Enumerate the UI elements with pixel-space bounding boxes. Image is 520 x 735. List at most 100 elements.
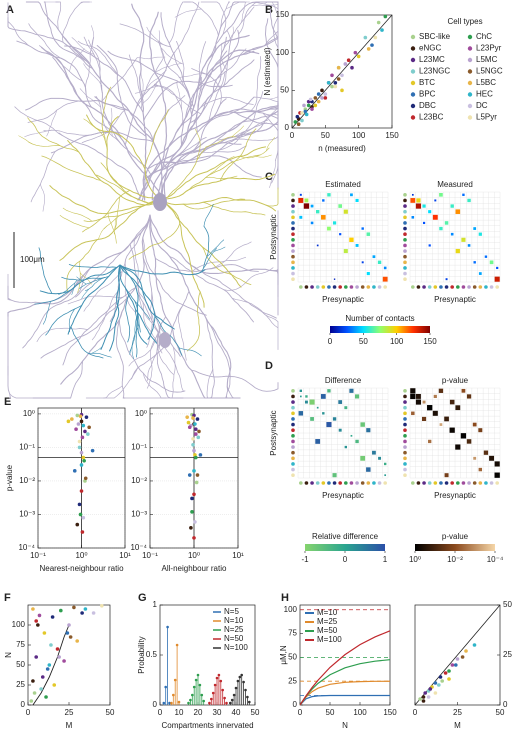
data-point <box>47 663 52 667</box>
neurite <box>160 12 193 116</box>
matrix-cell <box>366 232 371 236</box>
row-marker <box>291 417 295 421</box>
data-point <box>433 691 438 695</box>
legend-title: Cell types <box>447 17 482 26</box>
neurite <box>95 95 122 145</box>
x-tick-label: 50 <box>106 708 115 717</box>
data-point <box>336 65 341 70</box>
row-marker <box>291 238 295 242</box>
neurite <box>83 271 123 312</box>
legend-label: M=100 <box>317 635 342 644</box>
neurite <box>159 199 205 308</box>
data-point <box>100 604 104 608</box>
column-marker <box>377 481 382 485</box>
data-point <box>76 422 81 426</box>
neurite <box>71 37 95 55</box>
neurite <box>176 81 182 110</box>
column-marker <box>344 481 348 485</box>
matrix-cell <box>303 203 310 209</box>
y-tick-label: 50 <box>16 660 25 669</box>
neurite <box>186 291 201 352</box>
data-point <box>32 691 37 695</box>
matrix-cell <box>467 244 471 247</box>
x-tick-label: 0 <box>413 708 418 717</box>
stem-head <box>225 701 228 705</box>
matrix-cell <box>338 428 342 432</box>
column-marker <box>439 285 443 289</box>
matrix-cell <box>322 412 325 415</box>
y-tick-label: 10⁻¹ <box>131 443 147 452</box>
column-marker <box>344 285 348 289</box>
column-marker <box>332 285 337 289</box>
data-point <box>194 480 199 485</box>
data-point <box>455 657 460 661</box>
neurite <box>145 70 167 90</box>
row-marker <box>403 400 407 404</box>
colorbar-tick-label: 0 <box>343 555 348 564</box>
neurite <box>42 301 51 325</box>
row-marker <box>403 422 407 427</box>
neurite <box>231 131 279 141</box>
y-tick-label: 0 <box>153 700 158 709</box>
data-point <box>79 489 84 493</box>
row-marker <box>291 215 295 220</box>
data-point <box>44 695 48 699</box>
neurite <box>159 173 276 201</box>
stem-head <box>198 683 202 687</box>
legend-marker <box>410 80 416 86</box>
legend-marker <box>467 57 473 63</box>
data-point <box>472 643 477 647</box>
data-point <box>70 417 74 421</box>
panel-label: H <box>281 592 289 604</box>
neurite <box>119 23 172 48</box>
neurite <box>62 287 136 366</box>
row-marker <box>291 254 295 259</box>
legend-marker <box>410 92 416 97</box>
neurite <box>195 76 202 133</box>
matrix-cell <box>360 455 366 461</box>
column-marker <box>299 285 303 289</box>
row-marker <box>403 254 407 259</box>
matrix-cell <box>327 193 331 197</box>
row-marker <box>291 204 295 208</box>
matrix-cell <box>316 406 319 409</box>
neurite <box>81 109 126 143</box>
matrix-cell <box>478 232 482 236</box>
matrix-title: Measured <box>437 180 473 189</box>
matrix-cell <box>382 276 388 282</box>
x-tick-label: 25 <box>453 708 462 717</box>
matrix-cell <box>450 232 454 236</box>
stem-head <box>238 675 242 679</box>
neurite <box>7 214 151 317</box>
legend-label: BPC <box>419 90 436 99</box>
row-marker <box>291 193 295 197</box>
matrix-cell <box>411 216 415 219</box>
neurite <box>96 174 154 205</box>
data-point <box>83 476 88 481</box>
stem-head <box>202 699 205 703</box>
neurite <box>129 340 135 353</box>
colorbar-label: p-value <box>442 532 469 541</box>
neurite <box>178 305 187 361</box>
data-point <box>75 413 80 418</box>
row-marker <box>403 260 407 265</box>
panel-label: A <box>6 4 14 16</box>
column-marker <box>484 481 488 485</box>
stem-head <box>244 688 247 692</box>
matrix-cell <box>354 394 360 399</box>
matrix-cell <box>310 417 314 421</box>
matrix-cell <box>455 209 461 214</box>
neurite <box>94 96 168 169</box>
neurite <box>70 326 104 359</box>
neurite <box>40 183 46 212</box>
neurite <box>59 215 90 229</box>
row-marker <box>291 266 295 270</box>
data-point <box>316 99 321 104</box>
row-marker <box>403 428 407 432</box>
neurite <box>7 17 89 63</box>
data-point <box>343 62 348 66</box>
data-point <box>326 81 331 85</box>
neurite <box>222 386 241 399</box>
matrix-cell <box>478 428 483 433</box>
data-point <box>42 631 47 635</box>
